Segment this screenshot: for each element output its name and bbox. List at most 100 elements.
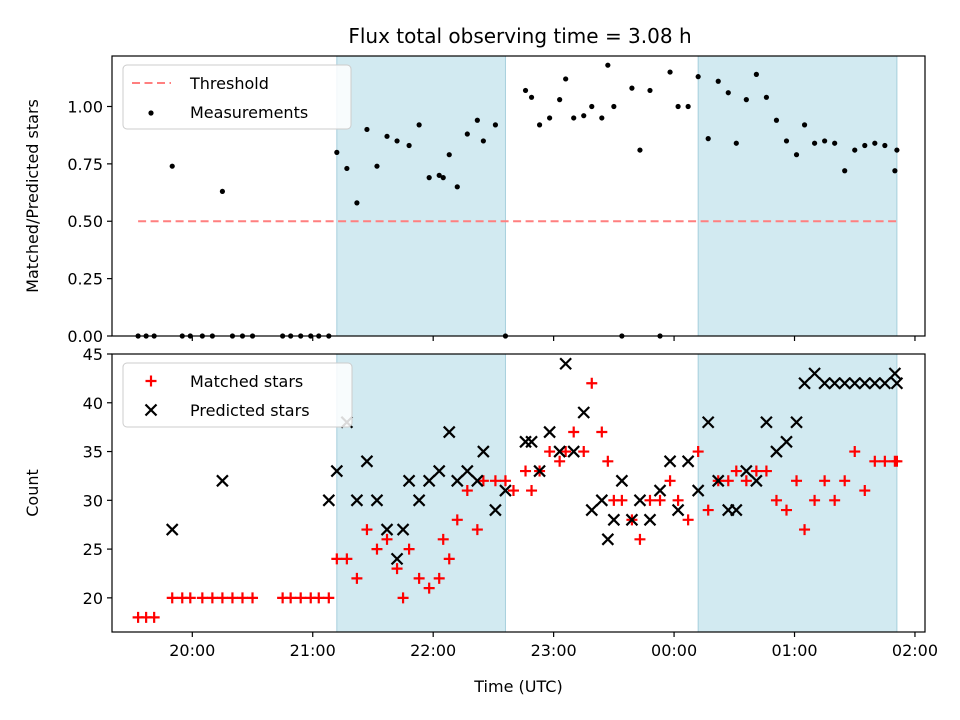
measurement-point: [464, 131, 470, 137]
y-tick-label: 0.75: [67, 155, 103, 174]
shaded-interval: [336, 56, 506, 336]
predicted-star-point: [499, 484, 512, 497]
measurement-point: [647, 87, 653, 94]
matched-star-point: [644, 494, 656, 506]
measurement-point: [629, 85, 635, 91]
matched-star-point: [596, 426, 608, 438]
matched-star-point: [295, 592, 307, 604]
measurement-point: [581, 113, 587, 119]
measurement-point: [426, 175, 432, 181]
y-tick-label: 45: [83, 345, 103, 364]
measurement-point: [364, 126, 370, 133]
measurement-point: [753, 71, 759, 77]
predicted-star-point: [740, 464, 753, 478]
matched-star-point: [799, 524, 811, 536]
predicted-star-point: [601, 533, 615, 546]
shaded-interval: [698, 56, 897, 336]
predicted-star-point: [577, 406, 591, 419]
matched-star-point: [226, 592, 238, 604]
measurement-point: [528, 94, 535, 100]
matched-star-point: [166, 592, 178, 604]
matched-star-point: [760, 465, 772, 477]
matched-star-point: [489, 475, 501, 487]
predicted-star-point: [559, 357, 572, 371]
matched-star-point: [634, 533, 646, 545]
matched-star-point: [740, 475, 752, 487]
predicted-star-point: [868, 376, 882, 390]
measurement-point: [571, 115, 577, 121]
matched-star-point: [341, 553, 353, 565]
legend-label: Predicted stars: [190, 401, 310, 420]
predicted-star-point: [878, 376, 892, 390]
y-tick-label: 1.00: [67, 97, 103, 116]
predicted-star-point: [808, 367, 821, 380]
measurement-point: [406, 142, 412, 149]
measurement-point: [536, 122, 543, 128]
predicted-star-point: [422, 474, 436, 488]
y-axis-label: Matched/Predicted stars: [23, 99, 42, 293]
measurement-point: [599, 115, 605, 121]
measurement-point: [894, 147, 900, 153]
measurement-point: [862, 142, 868, 149]
predicted-star-point: [525, 435, 538, 449]
matched-star-point: [507, 485, 519, 497]
matched-star-point: [672, 494, 684, 506]
predicted-star-point: [701, 416, 715, 429]
measurement-point: [547, 115, 553, 121]
matched-star-point: [869, 455, 881, 467]
matched-star-point: [682, 514, 694, 526]
matched-star-point: [770, 494, 782, 506]
matched-star-point: [654, 494, 666, 506]
predicted-star-point: [533, 464, 546, 478]
measurement-point: [589, 103, 595, 110]
matched-star-point: [361, 524, 373, 536]
matched-star-point: [148, 611, 160, 623]
matched-star-point: [323, 592, 335, 604]
predicted-star-point: [216, 474, 229, 488]
predicted-star-point: [322, 494, 336, 507]
matched-star-point: [780, 504, 792, 516]
matched-star-point: [859, 485, 871, 497]
x-tick-label: 20:00: [169, 641, 215, 660]
measurement-point: [822, 138, 828, 144]
matched-star-point: [477, 475, 489, 487]
measurement-point: [436, 172, 442, 178]
measurement-point: [733, 140, 739, 146]
predicted-star-point: [461, 464, 474, 478]
matched-star-point: [216, 592, 228, 604]
matched-star-point: [692, 446, 704, 458]
matched-star-point: [206, 592, 218, 604]
measurement-point: [446, 152, 452, 158]
y-tick-label: 0.50: [67, 212, 103, 231]
predicted-star-point: [653, 484, 667, 497]
measurement-point: [695, 74, 701, 80]
measurement-point: [384, 133, 390, 139]
measurement-point: [557, 97, 563, 103]
matched-star-point: [568, 426, 580, 438]
legend-matched-swatch: [145, 375, 157, 387]
matched-star-point: [586, 377, 598, 389]
matched-star-point: [616, 494, 628, 506]
matched-star-point: [403, 543, 415, 555]
axes-frame: [111, 55, 926, 337]
matched-star-point: [247, 592, 259, 604]
matched-star-point: [331, 553, 343, 565]
predicted-star-point: [553, 445, 566, 458]
predicted-star-point: [663, 455, 677, 468]
predicted-star-point: [165, 523, 179, 536]
legend-box: [122, 362, 353, 428]
measurement-point: [882, 142, 888, 149]
predicted-star-point: [432, 464, 446, 478]
shaded-interval: [336, 354, 506, 632]
measurement-point: [454, 184, 460, 190]
legend-label: Threshold: [189, 74, 269, 93]
measurement-point: [685, 103, 691, 110]
predicted-star-point: [625, 513, 639, 527]
measurement-point: [675, 103, 681, 110]
bottom-panel: 20 25 30 35 40 45 20:00 21:00 22:00 23:00 00:00 01:…: [23, 345, 938, 696]
predicted-star-point: [780, 435, 793, 449]
matched-star-point: [443, 553, 455, 565]
chart-title: Flux total observing time = 3.08 h: [348, 24, 691, 48]
measurement-point: [793, 152, 800, 158]
